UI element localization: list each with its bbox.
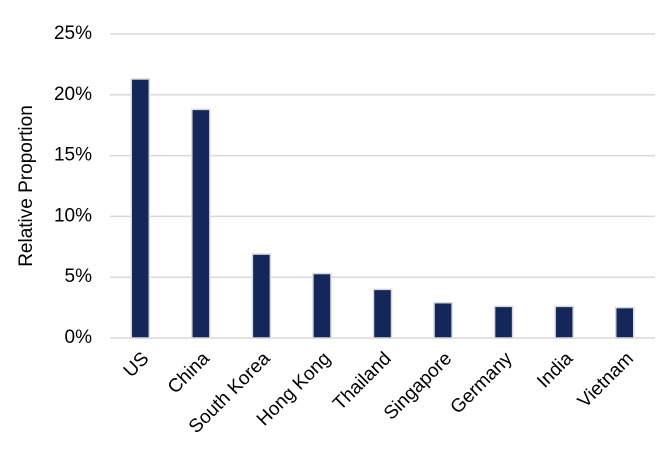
x-tick-label: China <box>164 348 214 398</box>
y-tick-label: 0% <box>65 327 93 348</box>
y-axis-label: Relative Proportion <box>16 105 37 267</box>
bar <box>493 305 514 339</box>
bar <box>191 108 211 339</box>
y-tick-label: 15% <box>54 145 92 166</box>
bar <box>614 306 635 339</box>
x-tick-label: Germany <box>447 348 517 418</box>
x-tick-label: US <box>120 348 154 382</box>
bar <box>433 301 453 339</box>
x-tick-label: Vietnam <box>574 348 638 412</box>
bar <box>312 272 332 339</box>
y-tick-label: 5% <box>65 266 93 287</box>
bar <box>372 288 393 339</box>
x-tick-label: India <box>533 348 577 392</box>
y-tick-label: 20% <box>54 84 92 105</box>
bar <box>130 78 151 339</box>
bar <box>554 305 574 339</box>
y-tick-label: 25% <box>54 23 92 44</box>
bar <box>251 253 272 339</box>
y-tick-label: 10% <box>54 205 92 226</box>
